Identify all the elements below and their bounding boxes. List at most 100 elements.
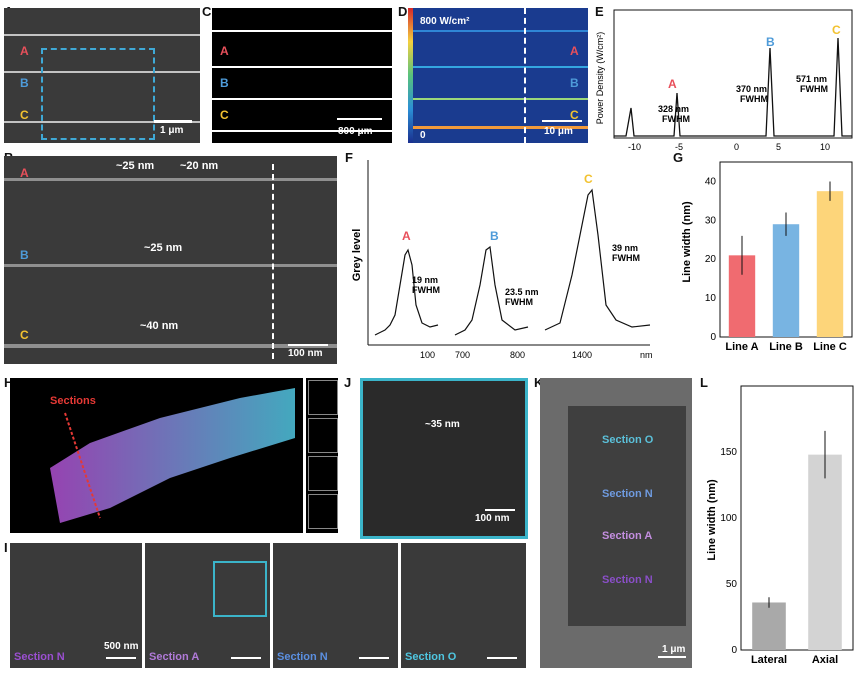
line-label-b: B bbox=[220, 76, 229, 90]
svg-text:571 nm: 571 nm bbox=[796, 74, 827, 84]
y-tick-label: 100 bbox=[720, 513, 737, 524]
section-label: Section A bbox=[149, 651, 200, 663]
l-ylabel: Line width (nm) bbox=[706, 479, 718, 561]
panel-h-image: Sections bbox=[10, 378, 303, 533]
e-tick: 5 bbox=[776, 142, 781, 152]
panel-label-i: I bbox=[4, 540, 8, 555]
svg-text:FWHM: FWHM bbox=[662, 114, 690, 124]
line-label-c: C bbox=[570, 108, 579, 122]
y-tick-label: 0 bbox=[710, 332, 716, 343]
sections-label: Sections bbox=[50, 395, 96, 407]
g-ylabel: Line width (nm) bbox=[681, 201, 693, 283]
panel-i-image: Section N 500 nm bbox=[10, 543, 142, 668]
e-tick: -10 bbox=[628, 142, 641, 152]
scale-bar-c: 800 μm bbox=[338, 126, 373, 137]
y-tick-label: 40 bbox=[705, 176, 717, 187]
colorbar-max: 800 W/cm² bbox=[420, 16, 470, 27]
panel-i-image: Section O bbox=[401, 543, 526, 668]
f-fwhm-word: FWHM bbox=[412, 285, 440, 295]
panel-i-image: Section A bbox=[145, 543, 270, 668]
line-label-c: C bbox=[20, 328, 29, 342]
line-label-a: A bbox=[20, 166, 29, 180]
f-tick: 800 bbox=[510, 350, 525, 360]
panel-label-g: G bbox=[673, 150, 684, 165]
line-label-b: B bbox=[20, 76, 29, 90]
svg-text:370 nm: 370 nm bbox=[736, 84, 767, 94]
panel-label-f: F bbox=[345, 150, 353, 165]
panel-j-image: ~35 nm 100 nm bbox=[360, 378, 528, 539]
panel-label-d: D bbox=[398, 4, 408, 19]
scale-bar-j: 100 nm bbox=[475, 513, 510, 524]
panel-label-e: E bbox=[595, 4, 604, 19]
f-tick: 700 bbox=[455, 350, 470, 360]
panel-g-chart: Line width (nm) 0 10 20 30 40 Line A Line B Lin… bbox=[681, 161, 853, 353]
line-label-a: A bbox=[570, 44, 579, 58]
f-fwhm-c: 39 nm bbox=[612, 243, 638, 253]
line-label-b: B bbox=[570, 76, 579, 90]
annotation: ~25 nm bbox=[144, 242, 183, 254]
panel-k-image: Section O Section N Section A Section N … bbox=[540, 378, 692, 668]
section-label: Section N bbox=[14, 651, 65, 663]
panel-c-image: A B C 800 μm bbox=[212, 8, 392, 143]
section-label: Section A bbox=[602, 530, 653, 542]
scale-bar-b: 100 nm bbox=[288, 348, 323, 359]
f-fwhm-a: 19 nm bbox=[412, 275, 438, 285]
peak-label-c: C bbox=[584, 172, 593, 186]
y-tick-label: 20 bbox=[705, 254, 717, 265]
scale-bar-k: 1 μm bbox=[662, 644, 686, 655]
e-tick: 10 bbox=[820, 142, 830, 152]
panel-b-image: A B C ~25 nm ~20 nm ~25 nm ~40 nm 100 nm bbox=[4, 156, 337, 364]
panel-h-insets bbox=[306, 378, 338, 533]
line-label-b: B bbox=[20, 248, 29, 262]
panel-label-l: L bbox=[700, 375, 708, 390]
line-label-c: C bbox=[220, 108, 229, 122]
bar bbox=[772, 224, 800, 337]
f-fwhm-word: FWHM bbox=[505, 297, 533, 307]
scale-bar-i: 500 nm bbox=[104, 641, 139, 652]
peak-label-b: B bbox=[766, 35, 775, 49]
category-label: Line B bbox=[769, 341, 803, 353]
line-label-a: A bbox=[20, 44, 29, 58]
line-label-c: C bbox=[20, 108, 29, 122]
panel-i-image: Section N bbox=[273, 543, 398, 668]
svg-text:FWHM: FWHM bbox=[740, 94, 768, 104]
panel-f-plot: Grey level A B C 19 nm FWHM 23.5 nm FWHM… bbox=[351, 160, 653, 360]
panel-label-h: H bbox=[4, 375, 14, 390]
f-fwhm-b: 23.5 nm bbox=[505, 287, 539, 297]
panel-label-j: J bbox=[344, 375, 352, 390]
scale-bar-d: 10 μm bbox=[544, 126, 573, 137]
f-tick: 1400 bbox=[572, 350, 592, 360]
e-ylabel: Power Density (W/cm²) bbox=[596, 32, 605, 125]
section-label: Section N bbox=[277, 651, 328, 663]
y-tick-label: 150 bbox=[720, 447, 737, 458]
category-label: Line C bbox=[813, 341, 847, 353]
section-label: Section N bbox=[602, 488, 653, 500]
bar bbox=[808, 454, 842, 650]
f-unit: nm bbox=[640, 350, 653, 360]
category-label: Lateral bbox=[751, 654, 787, 666]
panel-d-image: 800 W/cm² 0 A B C 10 μm bbox=[408, 8, 588, 143]
y-tick-label: 10 bbox=[705, 293, 717, 304]
svg-text:328 nm: 328 nm bbox=[658, 104, 689, 114]
plot-frame bbox=[740, 385, 854, 651]
panel-label-k: K bbox=[534, 375, 544, 390]
e-tick: 0 bbox=[734, 142, 739, 152]
panel-e-plot: Power Density (W/cm²) -10 -5 0 5 10 A B … bbox=[596, 9, 853, 152]
y-tick-label: 30 bbox=[705, 215, 717, 226]
y-tick-label: 0 bbox=[731, 645, 737, 656]
f-ylabel: Grey level bbox=[351, 229, 363, 282]
colorbar-min: 0 bbox=[420, 130, 426, 141]
bar bbox=[816, 191, 844, 337]
peak-label-a: A bbox=[402, 229, 411, 243]
annotation: ~20 nm bbox=[180, 160, 219, 172]
svg-text:FWHM: FWHM bbox=[800, 84, 828, 94]
annotation: ~25 nm bbox=[116, 160, 155, 172]
annotation: ~35 nm bbox=[425, 419, 460, 430]
f-fwhm-word: FWHM bbox=[612, 253, 640, 263]
f-tick: 100 bbox=[420, 350, 435, 360]
zoom-box bbox=[41, 48, 155, 140]
section-label: Section N bbox=[602, 574, 653, 586]
y-tick-label: 50 bbox=[726, 579, 738, 590]
scale-bar-a: 1 μm bbox=[160, 125, 184, 136]
bar bbox=[752, 602, 786, 650]
